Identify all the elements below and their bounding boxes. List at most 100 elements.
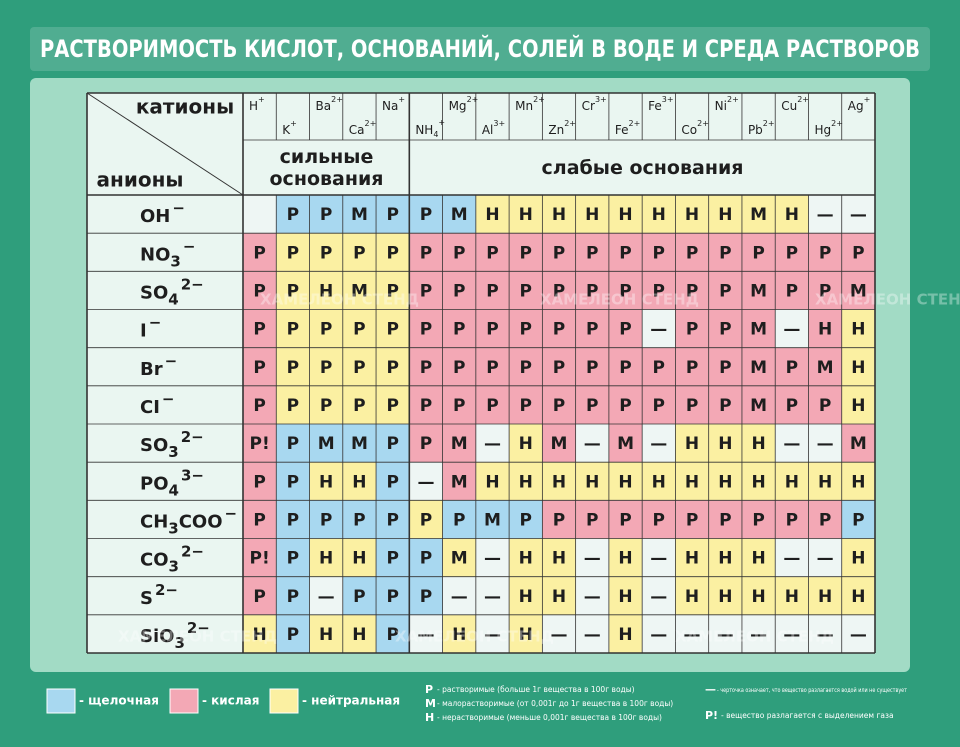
cell-value: Р xyxy=(453,358,465,378)
cell xyxy=(509,576,543,615)
cell xyxy=(509,462,543,501)
cell-value: М xyxy=(551,434,568,454)
cell-value: Р xyxy=(287,549,299,569)
cell xyxy=(409,347,443,386)
cell xyxy=(409,576,443,615)
cell-value: Р xyxy=(520,510,532,530)
cation-label: Mn2+ xyxy=(515,95,545,113)
cation-symbol: Ca xyxy=(349,123,365,137)
note-text: - малорастворимые (от 0,001г до 1г вещес… xyxy=(437,699,673,708)
cell-value: Р xyxy=(819,396,831,416)
cell-value: — xyxy=(783,549,800,569)
cell-value: Н xyxy=(851,320,865,340)
cell-value: Р xyxy=(353,243,365,263)
cell xyxy=(409,271,443,310)
cation-charge: 2+ xyxy=(831,119,843,128)
anion-charge: 2− xyxy=(181,542,204,560)
watermark: ХАМЕЛЕОН СТЕНД xyxy=(815,291,960,309)
cell xyxy=(243,309,277,348)
cell-value: Н xyxy=(785,472,799,492)
cell-value: Р xyxy=(553,281,565,301)
cell xyxy=(342,576,377,615)
cell-value: Р xyxy=(719,281,731,301)
cell xyxy=(409,538,443,577)
cell xyxy=(376,347,410,386)
cell xyxy=(442,500,476,539)
cell xyxy=(509,347,543,386)
anion-symbol: SO xyxy=(140,282,168,303)
cell-value: Р xyxy=(420,243,432,263)
cell-value: Р xyxy=(420,587,432,607)
note-text: - нерастворимые (меньше 0,001г вещества … xyxy=(437,713,662,722)
anion-symbol: NO xyxy=(140,244,170,265)
cell xyxy=(775,347,809,386)
anion-symbol: SO xyxy=(140,435,168,456)
cell xyxy=(741,538,776,577)
cell xyxy=(675,271,709,310)
cell-value: Р xyxy=(420,281,432,301)
cell-value: — xyxy=(484,625,501,645)
cell-value: Н xyxy=(618,205,632,225)
cation-symbol: Zn xyxy=(548,123,564,137)
title: РАСТВОРИМОСТЬ КИСЛОТ, ОСНОВАНИЙ, СОЛЕЙ В… xyxy=(40,34,920,63)
cell-value: Р xyxy=(486,358,498,378)
cell xyxy=(642,385,676,424)
cation-charge: + xyxy=(290,119,297,128)
cell xyxy=(841,233,875,272)
note-symbol: Н xyxy=(425,711,434,724)
cell xyxy=(442,576,476,615)
anion-tail: COO xyxy=(179,511,223,532)
cell-value: — xyxy=(650,625,667,645)
cell xyxy=(608,614,643,653)
cell xyxy=(542,576,576,615)
cell xyxy=(741,614,776,653)
cation-symbol: Ni xyxy=(715,99,727,113)
anion-sub: 3 xyxy=(168,443,178,461)
cell xyxy=(708,462,742,501)
cell xyxy=(741,271,776,310)
cell xyxy=(509,271,543,310)
cell xyxy=(841,424,875,463)
cell-value: М xyxy=(484,510,501,530)
anion-charge: − xyxy=(183,237,196,255)
cell-value: М xyxy=(750,205,767,225)
cell-value: Р xyxy=(420,205,432,225)
note-text: - черточка означает, что вещество разлаг… xyxy=(717,686,907,694)
cell-value: Н xyxy=(519,472,533,492)
anion-sub: 3 xyxy=(169,557,179,575)
cell-value: Р xyxy=(287,243,299,263)
cell xyxy=(475,462,510,501)
anion-symbol: CH xyxy=(140,511,168,532)
anion-charge: − xyxy=(172,199,185,217)
cell xyxy=(309,233,343,272)
cell xyxy=(608,462,643,501)
cell xyxy=(775,424,809,463)
title-bar xyxy=(30,27,930,71)
anion-charge: − xyxy=(149,313,162,331)
cell-value: — xyxy=(650,549,667,569)
cell-value: Р xyxy=(420,320,432,340)
cell-value: Н xyxy=(519,625,533,645)
cell-value: — xyxy=(584,587,601,607)
cation-label: Ni2+ xyxy=(715,95,739,113)
cell xyxy=(409,462,443,501)
cell-value: Н xyxy=(851,396,865,416)
cell xyxy=(309,271,343,310)
anion-label: CI − xyxy=(140,389,175,418)
cell-value: Н xyxy=(851,472,865,492)
cell xyxy=(475,614,510,653)
cell-value: Р xyxy=(386,281,398,301)
cell xyxy=(276,500,310,539)
cell-value: Н xyxy=(685,472,699,492)
cell-value: Р xyxy=(287,434,299,454)
cell-value: Н xyxy=(519,434,533,454)
cell xyxy=(608,347,643,386)
cation-charge: 2+ xyxy=(564,119,576,128)
cell-value: Р xyxy=(253,587,265,607)
cation-symbol: K xyxy=(282,123,291,137)
cell-value: М xyxy=(451,549,468,569)
cell xyxy=(409,309,443,348)
cell-value: Р xyxy=(719,320,731,340)
cell-value: — xyxy=(817,549,834,569)
